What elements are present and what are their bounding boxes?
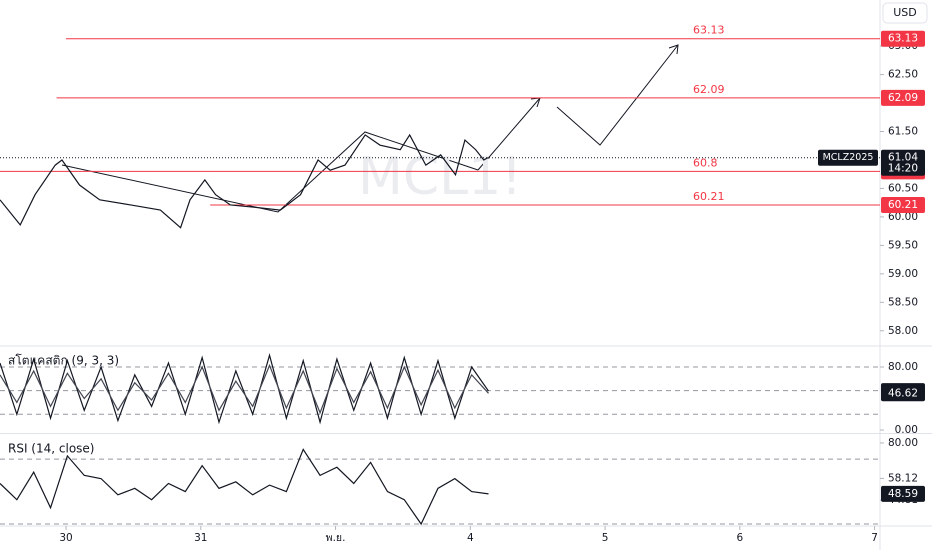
watermark: MCL1! — [358, 147, 522, 207]
level-badge-label: 63.13 — [888, 33, 918, 45]
x-tick-label: 6 — [737, 532, 744, 544]
level-label: 62.09 — [693, 83, 725, 96]
pane-title: RSI (14, close) — [8, 442, 94, 456]
series-line — [0, 133, 489, 229]
y-tick-label: 59.00 — [888, 268, 918, 280]
x-tick-label: 5 — [602, 532, 609, 544]
currency-label[interactable]: USD — [893, 6, 917, 19]
y-tick-label: 0.00 — [895, 424, 918, 436]
y-tick-label: 60.50 — [888, 182, 918, 194]
last-value-badge — [881, 485, 925, 502]
y-tick-label: 80.00 — [888, 361, 918, 373]
series-line — [0, 448, 489, 526]
last-value-badge — [881, 385, 925, 402]
y-tick-label: 58.00 — [888, 325, 918, 337]
level-badge — [881, 196, 925, 213]
series-line — [0, 363, 489, 415]
y-tick-label: 80.00 — [888, 437, 918, 449]
level-badge — [881, 89, 925, 106]
last-value-label: 46.62 — [888, 387, 918, 399]
level-label: 60.21 — [693, 190, 725, 203]
trend-drawing — [61, 131, 479, 213]
pane-title: สโตแคสติก (9, 3, 3) — [8, 354, 119, 368]
x-tick-label: 31 — [194, 532, 207, 544]
level-badge-label: 62.09 — [888, 92, 918, 104]
last-value-label: 61.04 — [888, 152, 918, 164]
level-label: 60.8 — [693, 156, 718, 169]
arrow-drawing — [556, 44, 679, 146]
y-tick-label: 61.50 — [888, 126, 918, 138]
y-tick-label: 59.50 — [888, 239, 918, 251]
last-value-badge — [881, 149, 925, 176]
x-tick-label: 30 — [59, 532, 72, 544]
arrow-head — [668, 44, 679, 55]
arrow-drawing — [477, 97, 541, 171]
y-tick-label: 62.50 — [888, 69, 918, 81]
x-tick-label: พ.ย. — [326, 532, 346, 544]
currency-button[interactable] — [882, 2, 928, 24]
last-value-label: 48.59 — [888, 488, 918, 500]
drawings — [61, 44, 679, 213]
x-tick-label: 4 — [467, 532, 474, 544]
symbol-label: MCLZ2025 — [823, 152, 874, 163]
y-tick-label: 58.12 — [888, 472, 918, 484]
series-line — [0, 352, 490, 425]
level-badge-label: 60.21 — [888, 199, 918, 211]
x-tick-label: 7 — [871, 532, 878, 544]
symbol-badge — [818, 149, 878, 166]
level-label: 63.13 — [693, 24, 725, 37]
countdown: 14:20 — [888, 163, 918, 175]
level-badge — [881, 30, 925, 47]
y-tick-label: 58.50 — [888, 296, 918, 308]
y-tick-label: 60.00 — [888, 211, 918, 223]
